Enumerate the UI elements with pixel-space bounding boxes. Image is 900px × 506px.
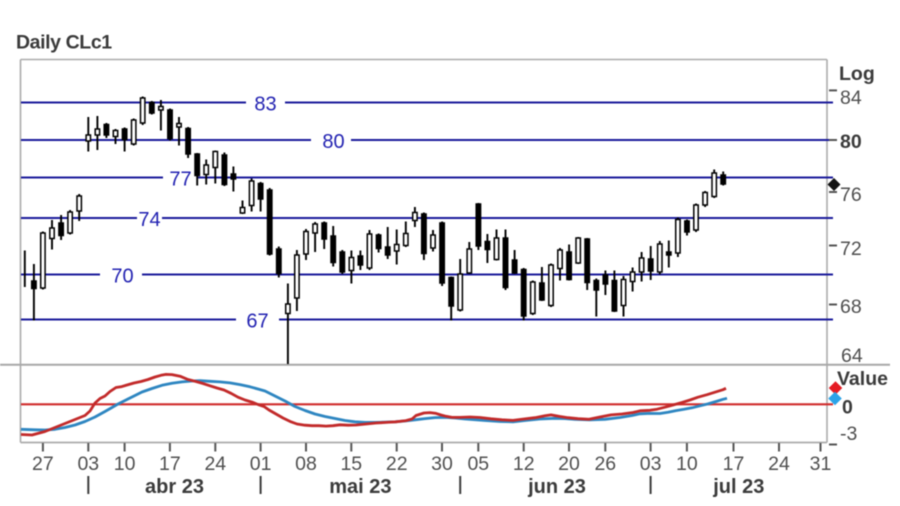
svg-text:74: 74 bbox=[138, 209, 160, 231]
svg-text:jul 23: jul 23 bbox=[712, 476, 764, 498]
svg-text:abr 23: abr 23 bbox=[145, 476, 204, 498]
svg-text:80: 80 bbox=[840, 131, 862, 153]
svg-text:31: 31 bbox=[810, 453, 832, 475]
svg-text:77: 77 bbox=[169, 169, 191, 191]
svg-text:mai 23: mai 23 bbox=[329, 476, 391, 498]
svg-text:15: 15 bbox=[340, 453, 362, 475]
svg-text:22: 22 bbox=[386, 453, 408, 475]
svg-text:70: 70 bbox=[111, 266, 133, 288]
svg-text:72: 72 bbox=[840, 238, 862, 260]
svg-text:68: 68 bbox=[840, 296, 862, 318]
svg-text:jun 23: jun 23 bbox=[527, 476, 586, 498]
svg-text:17: 17 bbox=[723, 453, 745, 475]
svg-text:12: 12 bbox=[513, 453, 535, 475]
svg-text:76: 76 bbox=[840, 184, 862, 206]
svg-text:08: 08 bbox=[295, 453, 317, 475]
svg-text:30: 30 bbox=[431, 453, 453, 475]
svg-text:64: 64 bbox=[841, 345, 863, 367]
svg-text:24: 24 bbox=[204, 453, 226, 475]
svg-text:83: 83 bbox=[254, 94, 276, 116]
svg-text:26: 26 bbox=[594, 453, 616, 475]
svg-text:80: 80 bbox=[322, 131, 344, 153]
svg-text:17: 17 bbox=[159, 453, 181, 475]
svg-text:20: 20 bbox=[558, 453, 580, 475]
svg-text:84: 84 bbox=[840, 87, 862, 109]
svg-text:03: 03 bbox=[640, 453, 662, 475]
svg-text:10: 10 bbox=[676, 453, 698, 475]
svg-text:0: 0 bbox=[842, 397, 853, 419]
svg-text:-3: -3 bbox=[840, 423, 857, 445]
svg-text:Log: Log bbox=[839, 63, 875, 85]
svg-text:05: 05 bbox=[467, 453, 489, 475]
svg-text:27: 27 bbox=[32, 453, 54, 475]
svg-text:10: 10 bbox=[114, 453, 136, 475]
svg-text:Daily CLc1: Daily CLc1 bbox=[16, 32, 112, 54]
svg-text:24: 24 bbox=[768, 453, 790, 475]
svg-text:03: 03 bbox=[77, 453, 99, 475]
svg-text:Value: Value bbox=[837, 368, 888, 390]
svg-text:67: 67 bbox=[246, 311, 268, 333]
svg-text:01: 01 bbox=[250, 453, 272, 475]
